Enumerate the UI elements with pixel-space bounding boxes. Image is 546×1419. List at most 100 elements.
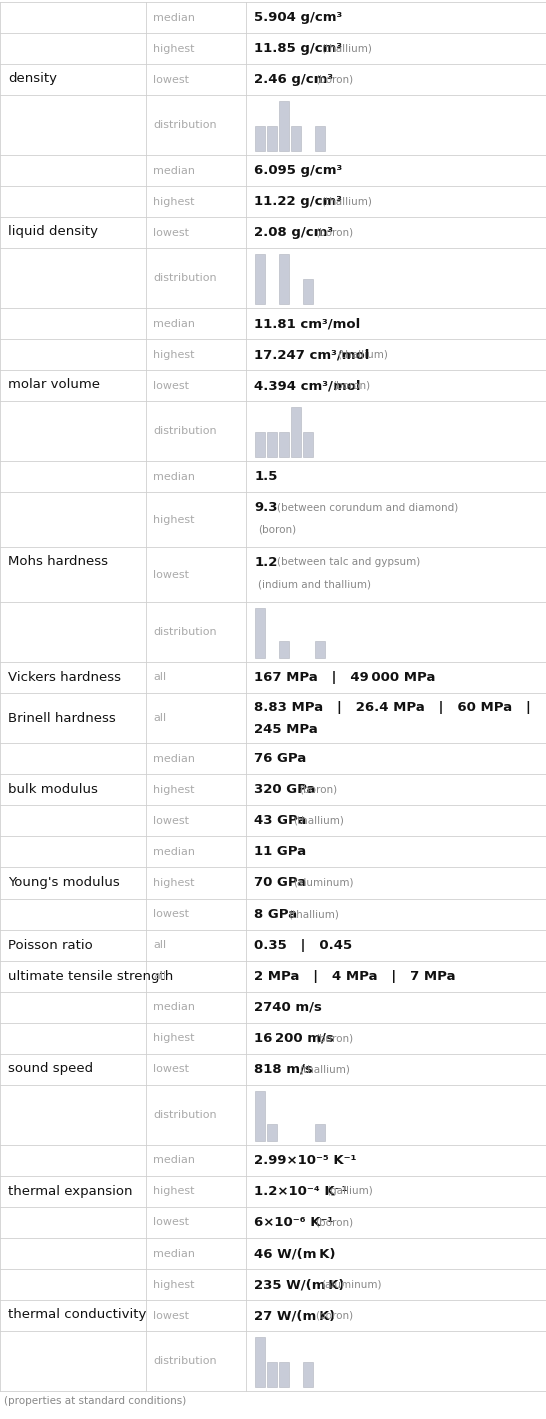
Text: 11.85 g/cm³: 11.85 g/cm³ bbox=[254, 43, 342, 55]
Text: (aluminum): (aluminum) bbox=[293, 878, 354, 888]
Bar bbox=[267, 433, 277, 457]
Bar bbox=[267, 126, 277, 150]
Text: 11 GPa: 11 GPa bbox=[254, 846, 306, 858]
Text: distribution: distribution bbox=[153, 627, 217, 637]
Bar bbox=[279, 641, 289, 658]
Text: 2.99×10⁻⁵ K⁻¹: 2.99×10⁻⁵ K⁻¹ bbox=[254, 1154, 357, 1166]
Text: 1.2×10⁻⁴ K⁻¹: 1.2×10⁻⁴ K⁻¹ bbox=[254, 1185, 348, 1198]
Text: highest: highest bbox=[153, 44, 195, 54]
Text: thermal conductivity: thermal conductivity bbox=[8, 1308, 146, 1321]
Text: (gallium): (gallium) bbox=[327, 1186, 373, 1196]
Text: all: all bbox=[153, 941, 167, 951]
Text: (thallium): (thallium) bbox=[337, 349, 388, 359]
Text: (boron): (boron) bbox=[332, 380, 370, 390]
Text: 6×10⁻⁶ K⁻¹: 6×10⁻⁶ K⁻¹ bbox=[254, 1216, 334, 1229]
Text: 8.83 MPa   |   26.4 MPa   |   60 MPa   |: 8.83 MPa | 26.4 MPa | 60 MPa | bbox=[254, 701, 531, 715]
Bar bbox=[315, 641, 325, 658]
Text: 1.2: 1.2 bbox=[254, 556, 277, 569]
Bar bbox=[255, 254, 265, 304]
Text: highest: highest bbox=[153, 878, 195, 888]
Text: median: median bbox=[153, 13, 195, 23]
Text: distribution: distribution bbox=[153, 1110, 217, 1120]
Bar bbox=[279, 254, 289, 304]
Text: lowest: lowest bbox=[153, 569, 189, 579]
Text: distribution: distribution bbox=[153, 1357, 217, 1366]
Text: median: median bbox=[153, 318, 195, 329]
Text: (thallium): (thallium) bbox=[321, 44, 372, 54]
Text: 43 GPa: 43 GPa bbox=[254, 815, 307, 827]
Text: 27 W/(m K): 27 W/(m K) bbox=[254, 1310, 335, 1323]
Text: lowest: lowest bbox=[153, 1064, 189, 1074]
Text: Mohs hardness: Mohs hardness bbox=[8, 555, 108, 568]
Bar bbox=[255, 609, 265, 658]
Text: 1.5: 1.5 bbox=[254, 470, 277, 482]
Text: highest: highest bbox=[153, 197, 195, 207]
Text: highest: highest bbox=[153, 1280, 195, 1290]
Text: highest: highest bbox=[153, 785, 195, 795]
Bar bbox=[279, 1362, 289, 1386]
Text: 0.35   |   0.45: 0.35 | 0.45 bbox=[254, 938, 352, 952]
Text: all: all bbox=[153, 673, 167, 683]
Text: lowest: lowest bbox=[153, 1218, 189, 1227]
Text: thermal expansion: thermal expansion bbox=[8, 1185, 133, 1198]
Text: (thallium): (thallium) bbox=[288, 910, 339, 920]
Text: (thallium): (thallium) bbox=[293, 816, 344, 826]
Text: sound speed: sound speed bbox=[8, 1061, 93, 1074]
Text: (boron): (boron) bbox=[315, 75, 353, 85]
Text: median: median bbox=[153, 1002, 195, 1012]
Text: density: density bbox=[8, 72, 57, 85]
Text: 11.22 g/cm³: 11.22 g/cm³ bbox=[254, 196, 342, 209]
Text: (boron): (boron) bbox=[258, 525, 296, 535]
Text: liquid density: liquid density bbox=[8, 226, 98, 238]
Text: (aluminum): (aluminum) bbox=[321, 1280, 381, 1290]
Text: 6.095 g/cm³: 6.095 g/cm³ bbox=[254, 165, 342, 177]
Text: 167 MPa   |   49 000 MPa: 167 MPa | 49 000 MPa bbox=[254, 671, 436, 684]
Bar bbox=[291, 126, 301, 150]
Text: 5.904 g/cm³: 5.904 g/cm³ bbox=[254, 11, 342, 24]
Text: Poisson ratio: Poisson ratio bbox=[8, 938, 93, 952]
Text: highest: highest bbox=[153, 349, 195, 359]
Text: bulk modulus: bulk modulus bbox=[8, 783, 98, 796]
Bar bbox=[303, 433, 313, 457]
Text: 2740 m/s: 2740 m/s bbox=[254, 1000, 322, 1013]
Text: distribution: distribution bbox=[153, 121, 217, 131]
Bar bbox=[291, 407, 301, 457]
Text: lowest: lowest bbox=[153, 380, 189, 390]
Bar bbox=[267, 1362, 277, 1386]
Bar bbox=[267, 1124, 277, 1141]
Text: lowest: lowest bbox=[153, 227, 189, 238]
Text: 11.81 cm³/mol: 11.81 cm³/mol bbox=[254, 316, 360, 331]
Bar bbox=[255, 1091, 265, 1141]
Text: lowest: lowest bbox=[153, 1311, 189, 1321]
Text: (boron): (boron) bbox=[315, 227, 353, 238]
Bar bbox=[303, 1362, 313, 1386]
Text: 235 W/(m K): 235 W/(m K) bbox=[254, 1279, 345, 1291]
Text: median: median bbox=[153, 847, 195, 857]
Text: (boron): (boron) bbox=[315, 1033, 353, 1043]
Text: median: median bbox=[153, 1155, 195, 1165]
Bar bbox=[315, 126, 325, 150]
Text: (between corundum and diamond): (between corundum and diamond) bbox=[277, 502, 458, 512]
Text: median: median bbox=[153, 753, 195, 763]
Text: 2 MPa   |   4 MPa   |   7 MPa: 2 MPa | 4 MPa | 7 MPa bbox=[254, 969, 456, 983]
Text: (properties at standard conditions): (properties at standard conditions) bbox=[4, 1396, 186, 1406]
Text: 245 MPa: 245 MPa bbox=[254, 722, 318, 735]
Bar bbox=[255, 1337, 265, 1386]
Text: 46 W/(m K): 46 W/(m K) bbox=[254, 1247, 336, 1260]
Text: median: median bbox=[153, 166, 195, 176]
Text: distribution: distribution bbox=[153, 272, 217, 284]
Text: lowest: lowest bbox=[153, 816, 189, 826]
Text: (boron): (boron) bbox=[315, 1218, 353, 1227]
Text: ultimate tensile strength: ultimate tensile strength bbox=[8, 969, 173, 983]
Text: 8 GPa: 8 GPa bbox=[254, 908, 298, 921]
Text: 17.247 cm³/mol: 17.247 cm³/mol bbox=[254, 348, 370, 360]
Text: Young's modulus: Young's modulus bbox=[8, 877, 120, 890]
Text: lowest: lowest bbox=[153, 75, 189, 85]
Text: 9.3: 9.3 bbox=[254, 501, 278, 514]
Text: Brinell hardness: Brinell hardness bbox=[8, 711, 116, 725]
Text: 70 GPa: 70 GPa bbox=[254, 877, 306, 890]
Text: (thallium): (thallium) bbox=[321, 197, 372, 207]
Text: (indium and thallium): (indium and thallium) bbox=[258, 579, 371, 589]
Text: 16 200 m/s: 16 200 m/s bbox=[254, 1032, 334, 1044]
Text: (boron): (boron) bbox=[315, 1311, 353, 1321]
